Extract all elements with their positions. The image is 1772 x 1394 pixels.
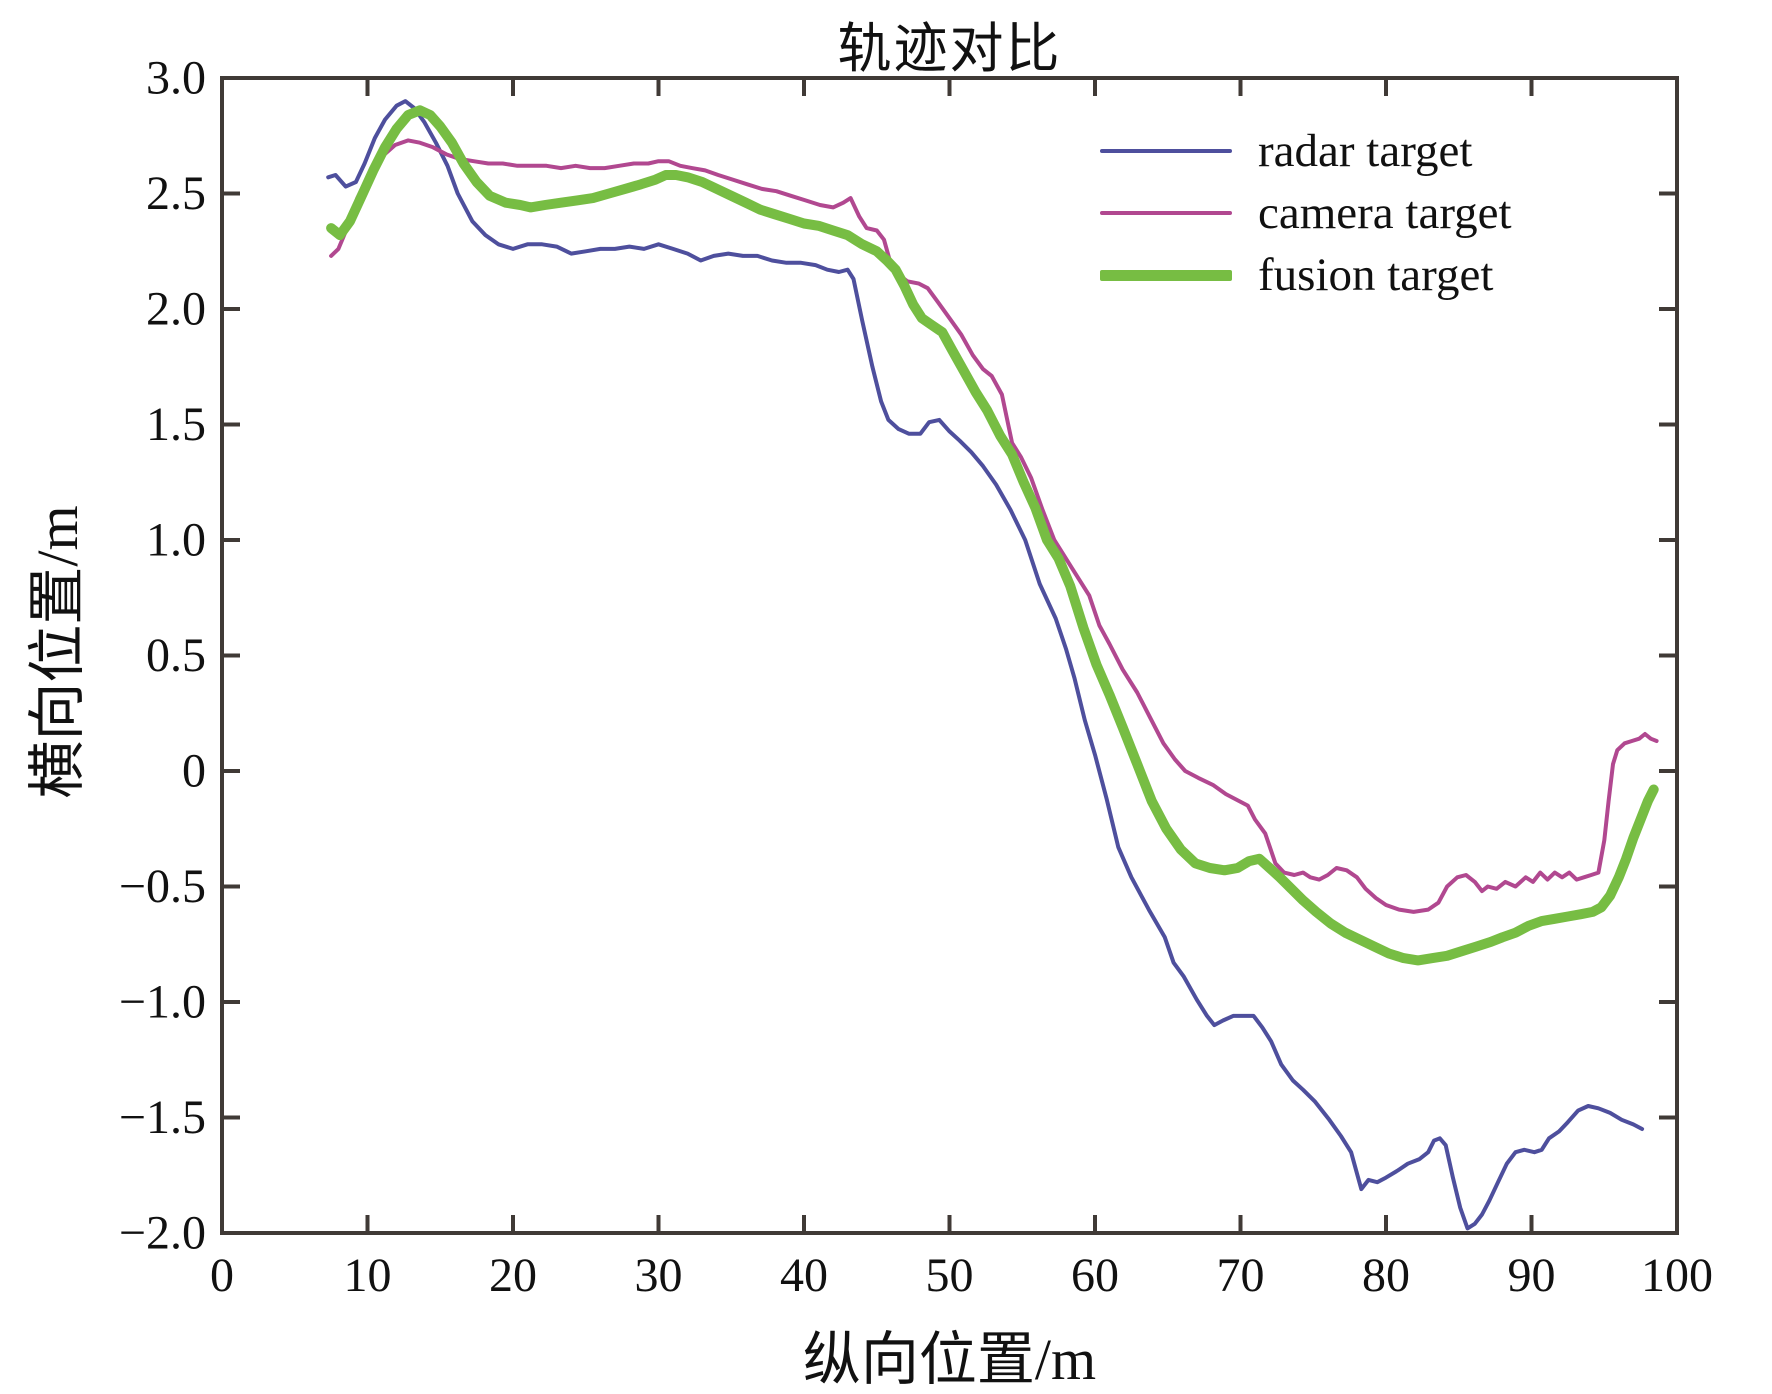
- x-tick-label: 60: [1071, 1249, 1119, 1302]
- x-axis-title: 纵向位置/m: [802, 1327, 1097, 1392]
- legend-item-fusion-target: fusion target: [1100, 244, 1512, 306]
- x-tick-label: 90: [1508, 1249, 1556, 1302]
- y-tick-label: 2.5: [146, 167, 206, 220]
- series-line-radar-target: [326, 99, 1645, 1231]
- y-axis-title: 横向位置/m: [25, 505, 90, 799]
- legend-swatch-line: [1100, 149, 1232, 153]
- legend-label: radar target: [1258, 125, 1473, 177]
- legend-item-radar-target: radar target: [1100, 120, 1512, 182]
- y-tick-label: −0.5: [119, 860, 206, 913]
- y-tick-label: −1.5: [119, 1091, 206, 1144]
- y-tick-label: 1.0: [146, 514, 206, 567]
- series-line-fusion-target: [326, 105, 1659, 966]
- y-tick-label: −2.0: [119, 1207, 206, 1260]
- y-tick-label: 1.5: [146, 398, 206, 451]
- x-tick-label: 50: [926, 1249, 974, 1302]
- y-tick-label: 0: [182, 745, 206, 798]
- x-tick-label: 0: [210, 1249, 234, 1302]
- y-tick-label: 0.5: [146, 629, 206, 682]
- y-tick-label: −1.0: [119, 976, 206, 1029]
- x-tick-label: 20: [489, 1249, 537, 1302]
- y-tick-label: 2.0: [146, 283, 206, 336]
- x-tick-label: 100: [1641, 1249, 1713, 1302]
- series-line-camera-target: [329, 138, 1659, 914]
- x-tick-label: 10: [344, 1249, 392, 1302]
- chart-title: 轨迹对比: [837, 19, 1062, 79]
- x-tick-label: 80: [1362, 1249, 1410, 1302]
- legend-swatch-line: [1100, 269, 1232, 281]
- x-tick-label: 30: [635, 1249, 683, 1302]
- x-tick-label: 40: [780, 1249, 828, 1302]
- y-tick-label: 3.0: [146, 52, 206, 105]
- legend-label: camera target: [1258, 187, 1512, 239]
- legend-swatch-line: [1100, 211, 1232, 215]
- legend-label: fusion target: [1258, 249, 1494, 301]
- legend: radar target camera target fusion target: [1100, 120, 1512, 306]
- legend-item-camera-target: camera target: [1100, 182, 1512, 244]
- x-tick-label: 70: [1217, 1249, 1265, 1302]
